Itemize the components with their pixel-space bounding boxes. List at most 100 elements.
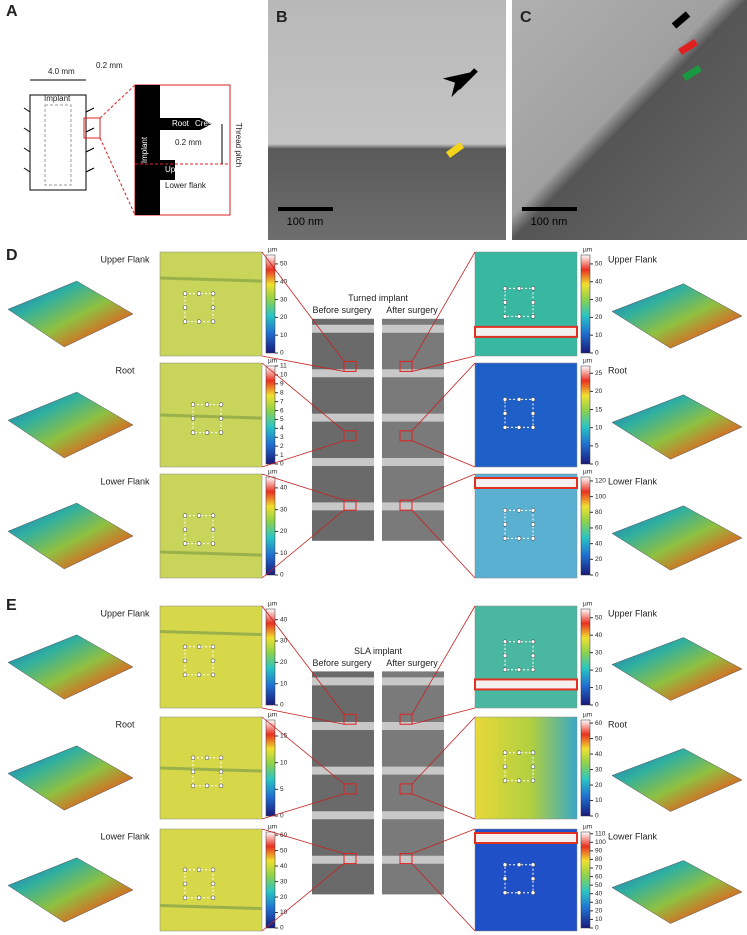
height-map-before xyxy=(160,252,262,356)
crest-label: Crest xyxy=(195,119,215,128)
roi-dot xyxy=(191,417,195,421)
colorbar-tick-label: 0 xyxy=(280,702,284,709)
colorbar-tick-label: 20 xyxy=(280,659,288,666)
roi-dot xyxy=(531,751,535,755)
colorbar-tick-label: 80 xyxy=(595,509,603,516)
row-label-right: Lower Flank xyxy=(608,476,658,486)
colorbar-tick-label: 50 xyxy=(595,614,603,621)
roi-dot xyxy=(205,431,209,435)
colorbar-tick-label: 0 xyxy=(595,350,599,357)
implant-label: Implant xyxy=(44,94,71,103)
roi-dot xyxy=(531,668,535,672)
zoom-line xyxy=(100,138,135,215)
colorbar-tick-label: 9 xyxy=(280,381,284,388)
before-label: Before surgery xyxy=(312,658,372,668)
after-label: After surgery xyxy=(386,305,438,315)
colorbar-tick-label: 40 xyxy=(280,616,288,623)
colorbar-tick-label: 50 xyxy=(595,261,603,268)
unit-label: µm xyxy=(583,247,592,254)
roi-dot xyxy=(503,877,507,881)
colorbar-tick-label: 5 xyxy=(280,416,284,423)
colorbar-tick-label: 0 xyxy=(280,350,284,357)
colorbar-tick-label: 7 xyxy=(280,398,284,405)
colorbar-tick-label: 10 xyxy=(280,372,288,379)
dim-label: 0.2 mm xyxy=(96,61,123,70)
colorbar xyxy=(266,609,275,705)
colorbar-tick-label: 2 xyxy=(280,443,284,450)
roi-dot xyxy=(503,411,507,415)
roi-dot xyxy=(183,659,187,663)
roi-dot xyxy=(183,645,187,649)
after-label: After surgery xyxy=(386,658,438,668)
roi-dot xyxy=(219,756,223,760)
roi-dot xyxy=(517,640,521,644)
colorbar-tick-label: 0 xyxy=(595,572,599,579)
colorbar xyxy=(266,255,275,353)
roi-dot xyxy=(191,403,195,407)
colorbar-tick-label: 30 xyxy=(280,506,288,513)
colorbar xyxy=(581,255,590,353)
roi-dot xyxy=(183,306,187,310)
roi-dot xyxy=(517,751,521,755)
roi-dot xyxy=(205,756,209,760)
panel-label: E xyxy=(6,597,17,614)
roi-dot xyxy=(531,522,535,526)
ridge xyxy=(475,327,577,337)
surface-3d xyxy=(8,281,133,347)
roi-dot xyxy=(503,314,507,318)
roi-dot xyxy=(219,770,223,774)
colorbar-tick-label: 30 xyxy=(595,296,603,303)
colorbar-tick-label: 15 xyxy=(595,406,603,413)
height-map-after xyxy=(475,474,577,578)
colorbar-tick-label: 15 xyxy=(280,733,288,740)
surface-3d xyxy=(612,395,742,459)
roi-dot xyxy=(191,770,195,774)
roi-dot xyxy=(183,673,187,677)
colorbar-tick-label: 40 xyxy=(595,278,603,285)
colorbar-tick-label: 110 xyxy=(595,830,606,837)
scale-bar xyxy=(522,207,577,211)
implant-title: Turned implant xyxy=(348,293,408,303)
colorbar-tick-label: 25 xyxy=(595,370,603,377)
implant-outline xyxy=(30,95,86,190)
panel-label: C xyxy=(520,9,532,26)
roi-dot xyxy=(531,877,535,881)
roi-dot xyxy=(211,882,215,886)
surface-3d xyxy=(8,503,133,569)
row-label: Root xyxy=(115,719,135,729)
roi-dot xyxy=(211,320,215,324)
surface-3d xyxy=(8,635,133,699)
surface-3d xyxy=(8,392,133,458)
roi-dot xyxy=(211,896,215,900)
implant-title: SLA implant xyxy=(354,646,403,656)
roi-dot xyxy=(531,508,535,512)
colorbar-tick-label: 10 xyxy=(595,916,603,923)
row-label-right: Upper Flank xyxy=(608,608,658,618)
colorbar-tick-label: 30 xyxy=(595,766,603,773)
colorbar-tick-label: 0 xyxy=(595,813,599,820)
roi-dot xyxy=(183,896,187,900)
colorbar-tick-label: 10 xyxy=(280,550,288,557)
colorbar-tick-label: 100 xyxy=(595,839,606,846)
unit-label: µm xyxy=(583,358,592,365)
roi-dot xyxy=(531,536,535,540)
scale-bar xyxy=(278,207,333,211)
colorbar-tick-label: 80 xyxy=(595,856,603,863)
roi-dot xyxy=(503,300,507,304)
colorbar-tick-label: 6 xyxy=(280,407,284,414)
colorbar-tick-label: 50 xyxy=(595,882,603,889)
colorbar-tick-label: 0 xyxy=(280,572,284,579)
colorbar xyxy=(581,477,590,575)
roi-dot xyxy=(219,403,223,407)
colorbar-tick-label: 4 xyxy=(280,425,284,432)
roi-dot xyxy=(183,514,187,518)
colorbar-tick-label: 20 xyxy=(595,782,603,789)
colorbar-tick-label: 3 xyxy=(280,434,284,441)
roi-dot xyxy=(503,863,507,867)
colorbar-tick-label: 5 xyxy=(595,443,599,450)
row-label-right: Lower Flank xyxy=(608,831,658,841)
unit-label: µm xyxy=(583,824,592,831)
colorbar-tick-label: 0 xyxy=(280,461,284,468)
roi-dot xyxy=(205,784,209,788)
roi-dot xyxy=(503,397,507,401)
